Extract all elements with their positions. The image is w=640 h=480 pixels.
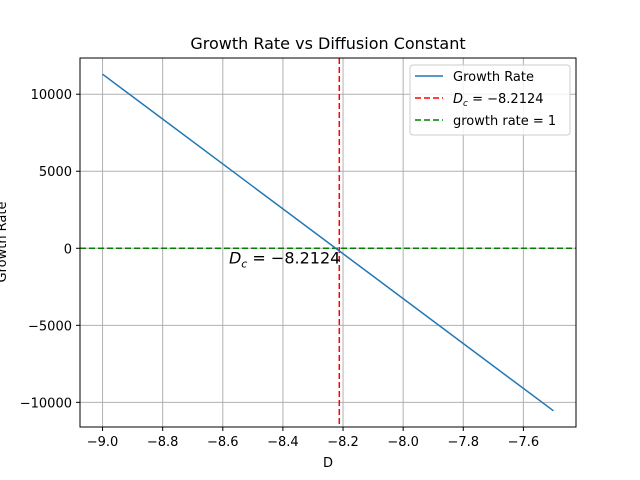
series-line-0 xyxy=(102,73,554,412)
legend-label-1: Dc = −8.2124 xyxy=(453,92,544,109)
x-tick-label: −8.4 xyxy=(267,435,299,450)
plot-frame xyxy=(79,57,577,428)
dc-annotation-label: Dc = −8.2124 xyxy=(229,248,340,270)
y-tick-label: 10000 xyxy=(31,88,72,103)
y-tick-label: −5000 xyxy=(28,319,72,334)
y-tick-label: 0 xyxy=(64,242,72,257)
dc-annotation: Dc = −8.2124 xyxy=(229,248,340,270)
legend-box xyxy=(409,64,571,136)
x-tick-label: −8.6 xyxy=(207,435,239,450)
x-tick-label: −8.2 xyxy=(327,435,359,450)
x-tick-label: −9.0 xyxy=(87,435,119,450)
legend-label-0: Growth Rate xyxy=(453,70,534,85)
x-axis-ticks: −9.0 −8.8 −8.6 −8.4 −8.2 −8.0 −7.8 −7.6 xyxy=(87,427,539,450)
x-tick-label: −8.8 xyxy=(147,435,179,450)
legend: Growth Rate Dc = −8.2124 growth rate = 1 xyxy=(409,64,571,136)
x-tick-label: −8.0 xyxy=(387,435,419,450)
y-tick-label: −10000 xyxy=(20,396,72,411)
reference-lines xyxy=(80,58,576,427)
y-axis-label: Growth Rate xyxy=(0,202,10,283)
y-axis-ticks: −10000 −5000 0 5000 10000 xyxy=(20,88,80,411)
x-tick-label: −7.8 xyxy=(447,435,479,450)
chart-title: Growth Rate vs Diffusion Constant xyxy=(190,34,465,53)
legend-label-2: growth rate = 1 xyxy=(453,114,556,129)
x-tick-label: −7.6 xyxy=(508,435,540,450)
x-axis-label: D xyxy=(323,456,333,471)
series-layer xyxy=(102,73,554,412)
y-tick-label: 5000 xyxy=(39,165,72,180)
